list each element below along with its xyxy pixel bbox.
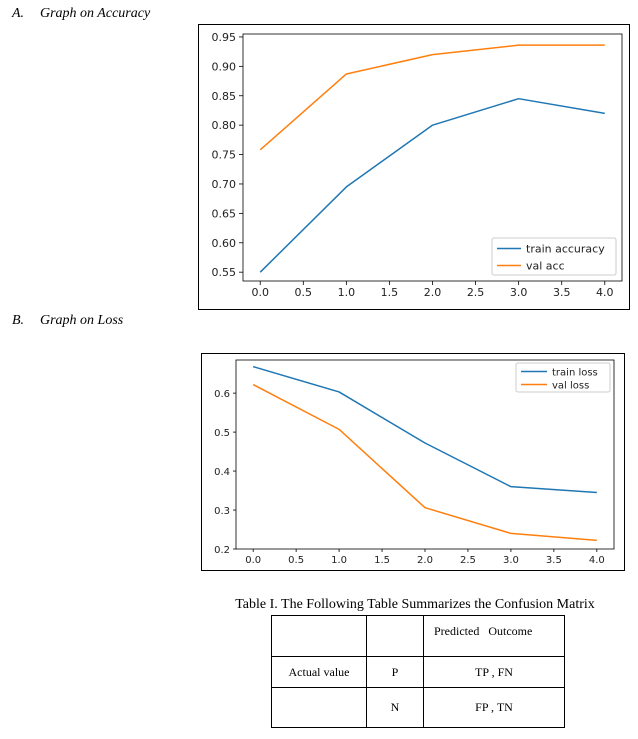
y-tick-label: 0.65 bbox=[212, 207, 237, 220]
y-tick-label: 0.4 bbox=[214, 467, 230, 478]
x-tick-label: 1.0 bbox=[338, 286, 356, 299]
accuracy-chart-svg: 0.0 0.5 1.0 1.5 2.0 2.5 3.0 3.5 4.0 0.55 0.60 0.65 0… bbox=[198, 24, 630, 310]
x-tick-label: 2.5 bbox=[460, 555, 476, 566]
table-row: N FP , TN bbox=[271, 687, 565, 728]
x-tick-label: 1.0 bbox=[331, 555, 347, 566]
x-tick-label: 3.0 bbox=[510, 286, 528, 299]
y-tick-label: 0.5 bbox=[214, 428, 230, 439]
x-tick-label: 2.0 bbox=[417, 555, 433, 566]
y-tick-label: 0.80 bbox=[212, 119, 237, 132]
confusion-matrix-table: Predicted Outcome Actual value P TP , FN… bbox=[271, 615, 565, 728]
y-tick-label: 0.60 bbox=[212, 237, 237, 250]
table-cell bbox=[271, 615, 367, 657]
x-tick-label: 1.5 bbox=[381, 286, 399, 299]
x-tick-label: 2.0 bbox=[424, 286, 442, 299]
y-tick-label: 0.3 bbox=[214, 506, 230, 517]
x-tick-label: 0.0 bbox=[245, 555, 261, 566]
y-tick-label: 0.90 bbox=[212, 60, 237, 73]
legend-box bbox=[491, 237, 617, 276]
legend-label: val loss bbox=[552, 381, 589, 392]
actual-value-label: Actual value bbox=[271, 656, 367, 688]
table-cell: TP , FN bbox=[423, 656, 565, 688]
section-title: Graph on Loss bbox=[40, 313, 124, 328]
series-line bbox=[259, 97, 605, 273]
x-tick-label: 2.5 bbox=[467, 286, 485, 299]
section-title: Graph on Accuracy bbox=[40, 6, 151, 21]
table-caption: Table I. The Following Table Summarizes … bbox=[235, 597, 595, 612]
y-tick-label: 0.75 bbox=[212, 149, 237, 162]
y-tick-label: 0.6 bbox=[214, 389, 230, 400]
predicted-outcome-header: Predicted Outcome bbox=[423, 615, 565, 657]
negative-label: N bbox=[366, 687, 424, 728]
y-tick-label: 0.85 bbox=[212, 90, 237, 103]
series-line bbox=[252, 383, 597, 542]
x-tick-label: 3.0 bbox=[503, 555, 519, 566]
y-tick-label: 0.55 bbox=[212, 266, 237, 279]
table-cell bbox=[366, 615, 424, 657]
table-cell: FP , TN bbox=[423, 687, 565, 728]
x-tick-label: 0.0 bbox=[251, 286, 269, 299]
table-cell bbox=[271, 687, 367, 728]
x-tick-label: 3.5 bbox=[553, 286, 571, 299]
section-heading-accuracy: A. Graph on Accuracy bbox=[12, 6, 150, 22]
x-tick-label: 3.5 bbox=[546, 555, 562, 566]
legend-label: train loss bbox=[552, 368, 598, 379]
x-tick-label: 0.5 bbox=[288, 555, 304, 566]
y-tick-label: 0.95 bbox=[212, 31, 237, 44]
table-row: Predicted Outcome bbox=[271, 615, 565, 657]
y-tick-label: 0.70 bbox=[212, 178, 237, 191]
loss-chart-svg: 0.0 0.5 1.0 1.5 2.0 2.5 3.0 3.5 4.0 0.2 0.3 0.4 0.5 0… bbox=[201, 353, 625, 571]
series-line bbox=[259, 44, 605, 151]
series-line bbox=[252, 365, 597, 494]
x-tick-label: 0.5 bbox=[295, 286, 313, 299]
accuracy-chart: 0.0 0.5 1.0 1.5 2.0 2.5 3.0 3.5 4.0 0.55 0.60 0.65 0… bbox=[198, 24, 630, 310]
table-row: Actual value P TP , FN bbox=[271, 656, 565, 688]
x-tick-label: 4.0 bbox=[596, 286, 614, 299]
legend-label: train accuracy bbox=[526, 243, 605, 256]
section-number: A. bbox=[12, 6, 25, 21]
section-number: B. bbox=[12, 313, 25, 328]
loss-chart: 0.0 0.5 1.0 1.5 2.0 2.5 3.0 3.5 4.0 0.2 0.3 0.4 0.5 0… bbox=[201, 353, 625, 571]
positive-label: P bbox=[366, 656, 424, 688]
x-tick-label: 1.5 bbox=[374, 555, 390, 566]
x-tick-label: 4.0 bbox=[589, 555, 605, 566]
section-heading-loss: B. Graph on Loss bbox=[12, 313, 123, 329]
y-tick-label: 0.2 bbox=[214, 545, 230, 556]
legend-label: val acc bbox=[526, 260, 565, 273]
